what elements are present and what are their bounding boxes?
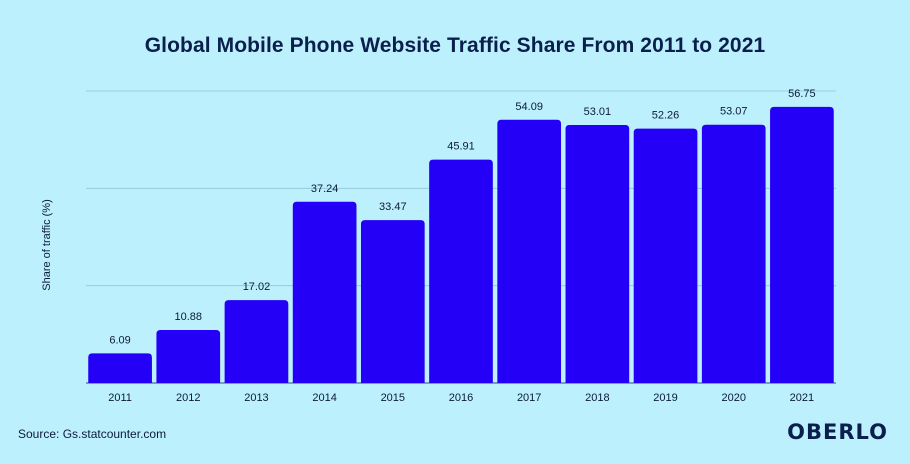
x-tick-2011: 2011 xyxy=(108,392,132,404)
bar-2018[interactable] xyxy=(565,125,630,383)
y-axis-label: Share of traffic (%) xyxy=(41,199,53,291)
x-tick-2018: 2018 xyxy=(585,392,609,404)
bar-2017[interactable] xyxy=(497,119,562,384)
value-label-2018: 53.01 xyxy=(584,106,612,118)
bars xyxy=(88,106,834,384)
value-label-2012: 10.88 xyxy=(175,311,203,323)
value-labels: 6.09 10.88 17.02 37.24 33.47 45.91 54.09 53.01 5… xyxy=(109,88,815,347)
x-tick-2015: 2015 xyxy=(381,392,405,404)
x-tick-2021: 2021 xyxy=(790,392,814,404)
bar-2019[interactable] xyxy=(633,128,698,383)
bar-2016[interactable] xyxy=(429,159,493,383)
bar-2011[interactable] xyxy=(88,353,152,383)
value-label-2011: 6.09 xyxy=(109,334,130,346)
bar-2012[interactable] xyxy=(156,330,221,383)
value-label-2020: 53.07 xyxy=(720,106,748,118)
value-label-2014: 37.24 xyxy=(311,183,339,195)
x-tick-2019: 2019 xyxy=(653,392,677,404)
x-tick-labels: 2011 2012 2013 2014 2015 2016 2017 2018 2019 2020… xyxy=(108,392,814,404)
source-note: Source: Gs.statcounter.com xyxy=(18,427,167,441)
bar-2015[interactable] xyxy=(360,220,425,383)
x-tick-2016: 2016 xyxy=(449,392,473,404)
value-label-2019: 52.26 xyxy=(652,110,680,122)
value-label-2016: 45.91 xyxy=(447,141,475,153)
bar-2021[interactable] xyxy=(770,106,834,384)
bar-2013[interactable] xyxy=(224,300,289,383)
x-tick-2020: 2020 xyxy=(721,392,745,404)
x-tick-2013: 2013 xyxy=(244,392,268,404)
bar-2020[interactable] xyxy=(701,124,766,383)
value-label-2021: 56.75 xyxy=(788,88,816,100)
oberlo-logo[interactable]: OBERLO xyxy=(787,420,888,444)
x-tick-2014: 2014 xyxy=(312,392,336,404)
x-tick-2012: 2012 xyxy=(176,392,200,404)
bar-2014[interactable] xyxy=(292,201,357,383)
x-tick-2017: 2017 xyxy=(517,392,541,404)
value-label-2017: 54.09 xyxy=(515,101,543,113)
chart-title: Global Mobile Phone Website Traffic Shar… xyxy=(144,34,766,57)
value-label-2013: 17.02 xyxy=(243,281,271,293)
value-label-2015: 33.47 xyxy=(379,201,407,213)
